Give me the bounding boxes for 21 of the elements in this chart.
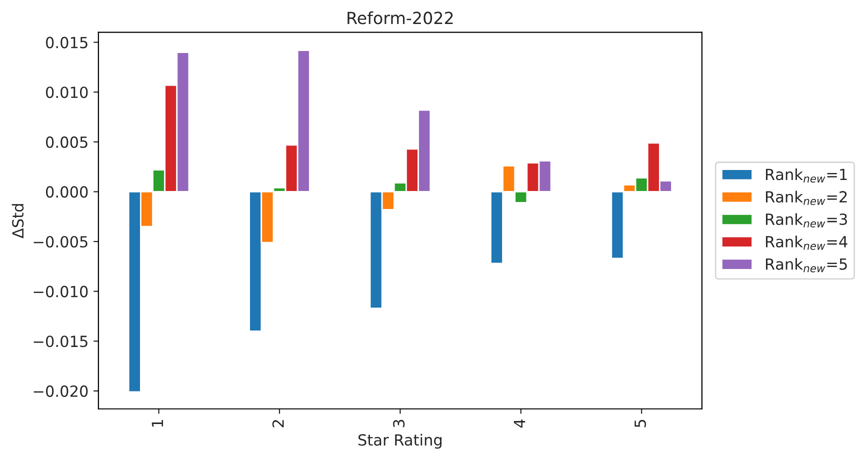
y-tick-label: −0.005 [34,236,88,248]
x-tick-label: 4 [514,419,526,428]
legend-label: Rank$_{new}$=1 [766,168,847,183]
y-axis-title: ΔStd [12,204,24,238]
y-tick-label: −0.010 [34,286,88,298]
y-tick-label: 0.010 [46,86,88,98]
y-tick-label: 0.005 [46,136,88,148]
y-tick-label: 0.000 [46,186,88,198]
x-tick-label: 5 [634,420,646,428]
legend-label: Rank$_{new}$=5 [766,258,847,272]
chart-title: Reform-2022 [348,11,453,24]
legend-label: Rank$_{new}$=3 [766,213,847,228]
legend-label: Rank$_{new}$=2 [766,190,847,206]
legend-label: Rank$_{new}$=4 [766,236,848,250]
y-tick-label: −0.020 [34,385,88,397]
x-tick-label: 1 [152,420,164,427]
x-tick-label: 2 [272,420,284,428]
x-tick-label: 3 [393,420,405,428]
y-tick-label: −0.015 [34,336,88,348]
x-axis-title: Star Rating [358,434,442,449]
y-tick-label: 0.015 [46,36,88,48]
